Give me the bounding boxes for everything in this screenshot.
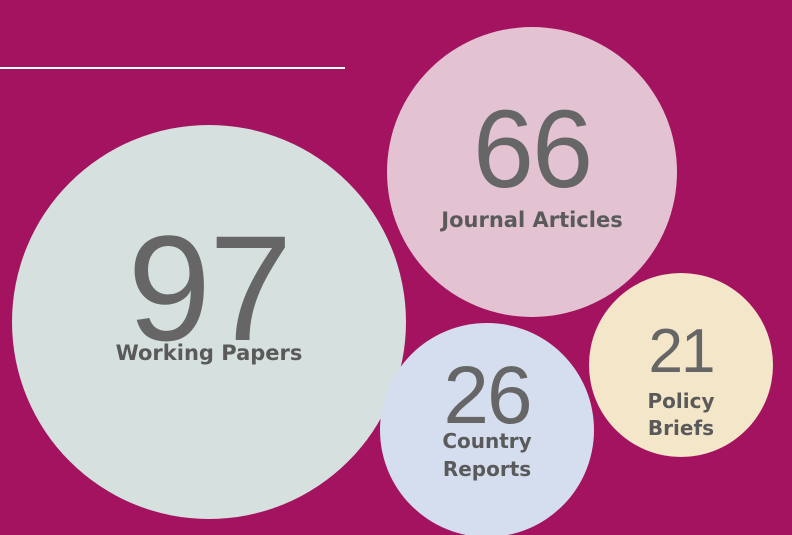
count: 21 (649, 317, 714, 386)
label: Working Papers (116, 341, 303, 365)
label: Briefs (648, 416, 714, 440)
count: 66 (473, 88, 591, 211)
label: Country (442, 429, 531, 453)
bubble (12, 125, 406, 519)
bubble (380, 323, 594, 535)
label: Policy (647, 389, 714, 413)
label: Reports (443, 457, 531, 481)
count: 97 (128, 204, 291, 372)
count: 26 (443, 350, 530, 441)
bubble (387, 27, 677, 317)
bubble (589, 273, 773, 457)
label: Journal Articles (439, 208, 622, 232)
